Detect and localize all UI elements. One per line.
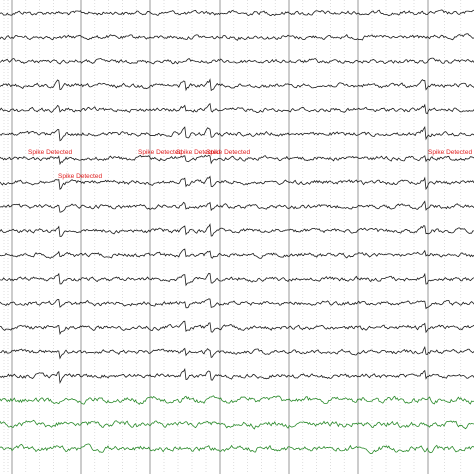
eeg-trace	[0, 248, 474, 259]
eeg-trace	[0, 395, 474, 405]
eeg-trace	[0, 223, 474, 238]
eeg-trace	[0, 272, 474, 287]
eeg-trace	[0, 154, 474, 166]
eeg-trace	[0, 175, 474, 191]
eeg-trace	[0, 367, 474, 385]
eeg-trace	[0, 9, 474, 17]
eeg-trace	[0, 419, 474, 430]
spike-annotation: Spike Detected	[428, 149, 472, 156]
eeg-trace	[0, 298, 474, 310]
eeg-trace	[0, 443, 474, 455]
eeg-trace	[0, 125, 474, 142]
spike-annotation: Spike Detected	[28, 149, 72, 156]
spike-annotation: Spike Detected	[58, 173, 102, 180]
eeg-trace	[0, 78, 474, 92]
spike-annotation: Spike Detected	[138, 149, 182, 156]
spike-annotation: Spike Detected	[206, 149, 250, 156]
spike-annotation: Spike Detected	[176, 149, 220, 156]
eeg-trace	[0, 320, 474, 336]
eeg-trace	[0, 200, 474, 213]
traces	[0, 9, 474, 455]
eeg-trace	[0, 33, 474, 41]
eeg-trace	[0, 345, 474, 360]
eeg-trace	[0, 102, 474, 115]
eeg-trace	[0, 57, 474, 65]
grid	[3, 0, 462, 474]
